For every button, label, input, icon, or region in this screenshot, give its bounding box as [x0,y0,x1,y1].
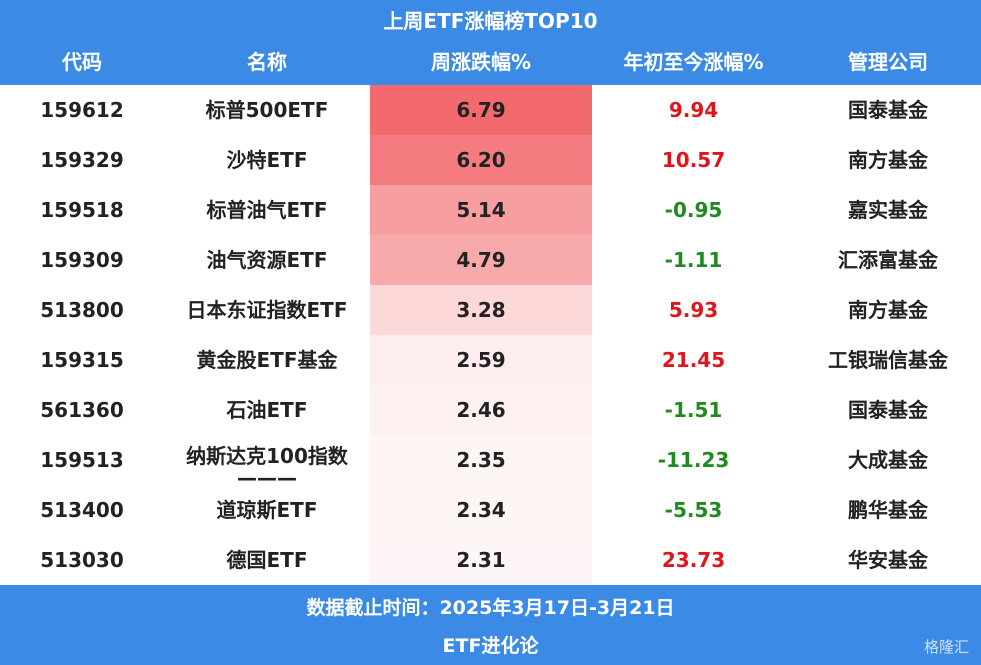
ytd-change: -5.53 [664,498,723,522]
weekly-change: 2.46 [456,398,506,422]
company: 汇添富基金 [838,248,938,272]
company: 鹏华基金 [848,498,928,522]
company: 嘉实基金 [848,198,928,222]
name: 油气资源ETF [206,248,328,272]
name: 沙特ETF [226,148,308,172]
heat-cell [370,85,592,135]
name: 标普油气ETF [206,198,328,222]
company: 华安基金 [848,548,928,572]
weekly-change: 3.28 [456,298,506,322]
code: 159513 [40,448,124,472]
weekly-change: 4.79 [456,248,506,272]
weekly-change: 6.79 [456,98,506,122]
title: 上周ETF涨幅榜TOP10 [0,0,981,38]
weekly-change: 2.34 [456,498,506,522]
ytd-change: -11.23 [657,448,730,472]
name: 石油ETF [226,398,308,422]
column-header: 周涨跌幅% [430,49,532,74]
heat-cell [370,185,592,235]
name: 标普500ETF [205,98,329,122]
code: 159612 [40,98,124,122]
heat-cell [370,285,592,335]
ytd-change: -0.95 [664,198,723,222]
header-row: 代码 名称 周涨跌幅% 年初至今涨幅% 管理公司 [0,38,981,85]
name: 纳斯达克100指数 ——— [186,444,348,490]
ytd-change: 23.73 [661,548,726,572]
code: 159329 [40,148,124,172]
name: 道琼斯ETF [216,498,318,522]
company: 工银瑞信基金 [828,348,948,372]
name: 黄金股ETF基金 [196,348,338,372]
weekly-change: 5.14 [456,198,506,222]
heat-cell [370,535,592,585]
company: 国泰基金 [848,98,928,122]
code: 513030 [40,548,124,572]
code: 159315 [40,348,124,372]
ytd-change: 21.45 [661,348,726,372]
ytd-change: 10.57 [661,148,726,172]
heat-cell [370,485,592,535]
watermark: 格隆汇 [923,638,969,656]
ytd-change: 5.93 [668,298,719,322]
footer: 数据截止时间：2025年3月17日-3月21日 ETF进化论 格隆汇 [0,585,981,665]
ytd-change: 9.94 [668,98,719,122]
company: 南方基金 [848,298,928,322]
name: 日本东证指数ETF [186,298,348,322]
footer-note: 数据截止时间：2025年3月17日-3月21日 [306,597,675,619]
code: 513800 [40,298,124,322]
weekly-change: 2.35 [456,448,506,472]
heat-cell [370,335,592,385]
name: 德国ETF [226,548,308,572]
column-header: 管理公司 [848,49,928,74]
code: 561360 [40,398,124,422]
heat-cell [370,235,592,285]
code: 159309 [40,248,124,272]
footer-source: ETF进化论 [442,635,539,657]
weekly-change: 6.20 [456,148,506,172]
heat-cell [370,435,592,485]
heat-cell [370,135,592,185]
column-header: 名称 [247,49,287,74]
code: 513400 [40,498,124,522]
company: 国泰基金 [848,398,928,422]
ytd-change: -1.11 [664,248,723,272]
weekly-change: 2.31 [456,548,506,572]
company: 南方基金 [848,148,928,172]
column-header: 年初至今涨幅% [623,49,764,74]
ytd-change: -1.51 [664,398,723,422]
company: 大成基金 [848,448,928,472]
code: 159518 [40,198,124,222]
column-header: 代码 [62,49,102,74]
weekly-change: 2.59 [456,348,506,372]
heat-cell [370,385,592,435]
